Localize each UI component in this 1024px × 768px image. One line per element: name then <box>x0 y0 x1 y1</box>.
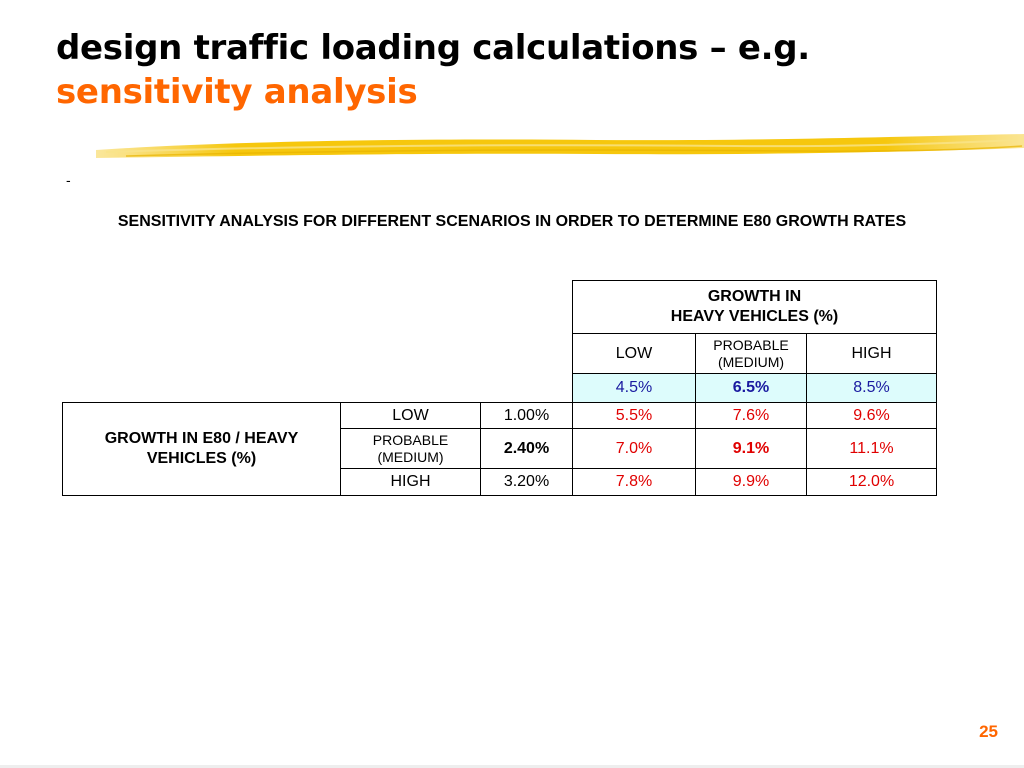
col-group-header-line2: HEAVY VEHICLES (%) <box>670 308 839 325</box>
col-group-header-line1: GROWTH IN <box>707 288 802 305</box>
highlighter-stroke-decoration <box>96 134 1024 158</box>
title-line-accent: sensitivity analysis <box>56 72 418 112</box>
row-rate-probable: 2.40% <box>480 428 573 469</box>
col-label-low: LOW <box>572 333 696 374</box>
table-cell: 7.0% <box>572 428 696 469</box>
table-cell: 5.5% <box>572 402 696 429</box>
col-label-probable-line1: PROBABLE <box>713 336 789 353</box>
row-rate-low: 1.00% <box>480 402 573 429</box>
row-group-header: GROWTH IN E80 / HEAVY VEHICLES (%) <box>62 402 341 496</box>
col-rate-probable: 6.5% <box>695 373 807 403</box>
col-group-header: GROWTH IN HEAVY VEHICLES (%) <box>572 280 937 334</box>
table-cell: 9.6% <box>806 402 937 429</box>
col-rate-low: 4.5% <box>572 373 696 403</box>
row-label-probable: PROBABLE (MEDIUM) <box>340 428 481 469</box>
page-number: 25 <box>979 722 998 741</box>
row-group-header-line1: GROWTH IN E80 / HEAVY <box>104 430 299 447</box>
col-label-probable: PROBABLE (MEDIUM) <box>695 333 807 374</box>
col-label-high: HIGH <box>806 333 937 374</box>
row-label-high: HIGH <box>340 468 481 496</box>
sensitivity-table: GROWTH IN HEAVY VEHICLES (%) LOW PROBABL… <box>62 280 937 496</box>
row-group-header-line2: VEHICLES (%) <box>146 450 257 467</box>
row-rate-high: 3.20% <box>480 468 573 496</box>
row-label-low: LOW <box>340 402 481 429</box>
table-cell: 9.9% <box>695 468 807 496</box>
col-label-probable-line2: (MEDIUM) <box>717 353 785 370</box>
bottom-divider <box>0 765 1024 768</box>
bullet-mark: - <box>66 172 71 188</box>
col-rate-high: 8.5% <box>806 373 937 403</box>
slide-title: design traffic loading calculations – e.… <box>56 26 996 114</box>
title-line-main: design traffic loading calculations – e.… <box>56 28 810 68</box>
table-cell: 7.6% <box>695 402 807 429</box>
row-label-probable-line2: (MEDIUM) <box>377 448 444 465</box>
row-label-probable-line1: PROBABLE <box>372 431 449 448</box>
table-cell: 7.8% <box>572 468 696 496</box>
table-cell: 12.0% <box>806 468 937 496</box>
table-heading: SENSITIVITY ANALYSIS FOR DIFFERENT SCENA… <box>117 213 907 230</box>
table-cell: 11.1% <box>806 428 937 469</box>
table-cell-highlight: 9.1% <box>695 428 807 469</box>
